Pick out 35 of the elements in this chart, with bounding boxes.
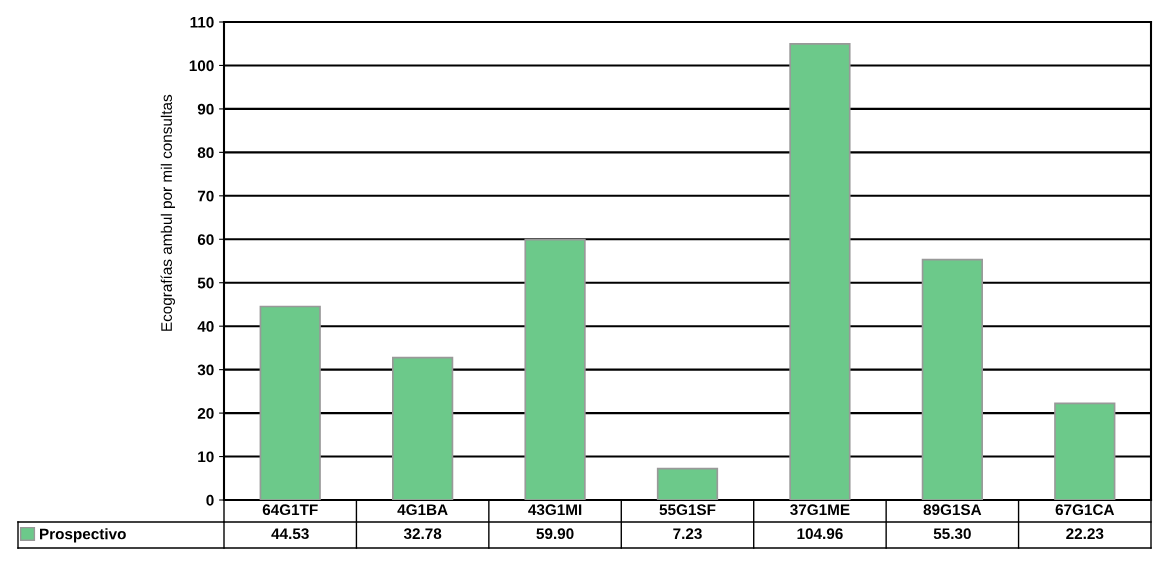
y-tick-label: 50	[197, 277, 214, 289]
y-tick-label: 60	[197, 234, 214, 245]
bar	[392, 356, 454, 500]
x-tick-label: 55G1SF	[659, 504, 716, 516]
y-tick-label: 100	[189, 60, 214, 72]
data-label: 59.90	[536, 528, 574, 540]
data-label: 55.30	[933, 528, 971, 540]
y-tick-label: 20	[197, 407, 214, 419]
bar	[921, 258, 983, 500]
y-tick-label: 110	[190, 16, 214, 28]
x-tick-label: 43G1MI	[528, 504, 582, 516]
data-label: 44.53	[271, 528, 309, 540]
bar	[789, 43, 851, 500]
legend-label: Prospectivo	[40, 528, 126, 543]
y-tick-label: 40	[197, 321, 214, 332]
y-tick-label: 90	[197, 103, 214, 115]
x-tick-label: 64G1TF	[262, 504, 318, 516]
y-tick-label: 70	[197, 190, 214, 202]
data-label: 104.96	[797, 528, 843, 540]
x-tick-label: 4G1BA	[397, 504, 448, 516]
bar	[259, 305, 321, 500]
y-axis-title: Ecografías ambul por mil consultas	[160, 94, 175, 331]
x-tick-label: 89G1SA	[923, 504, 982, 516]
bar	[524, 238, 586, 500]
bar	[1054, 402, 1116, 500]
data-label: 32.78	[403, 528, 442, 540]
x-tick-label: 37G1ME	[790, 504, 850, 516]
y-tick-label: 0	[206, 494, 214, 506]
x-tick-label: 67G1CA	[1055, 504, 1115, 516]
y-tick-label: 80	[197, 147, 214, 159]
bar	[656, 467, 719, 500]
y-tick-label: 10	[198, 451, 214, 463]
y-tick-label: 30	[197, 364, 214, 376]
data-label: 7.23	[673, 528, 702, 540]
data-label: 22.23	[1066, 528, 1104, 540]
